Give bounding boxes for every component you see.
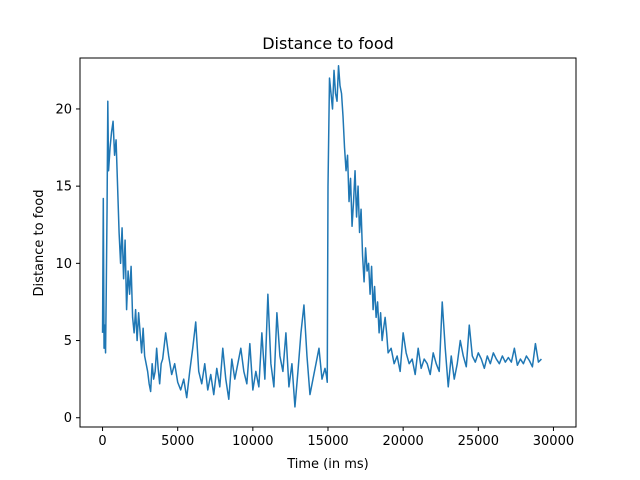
y-axis-label: Distance to food <box>32 190 47 297</box>
y-tick-label: 10 <box>55 257 72 272</box>
x-tick-label: 30000 <box>533 434 574 449</box>
y-tick-label: 0 <box>64 411 72 426</box>
y-tick-label: 5 <box>64 334 72 349</box>
chart-title: Distance to food <box>262 34 394 53</box>
y-tick-label: 20 <box>55 102 72 117</box>
x-tick-label: 20000 <box>382 434 423 449</box>
x-tick-label: 25000 <box>458 434 499 449</box>
series-group <box>101 64 542 408</box>
y-axis: 0 5 10 15 20 <box>55 102 80 426</box>
x-axis-label: Time (in ms) <box>286 457 369 472</box>
y-tick-label: 15 <box>55 180 72 195</box>
x-tick-label: 10000 <box>232 434 273 449</box>
x-tick-label: 15000 <box>307 434 348 449</box>
x-tick-label: 0 <box>98 434 106 449</box>
series-line-0 <box>101 64 542 408</box>
x-axis: 0 5000 10000 15000 20000 25000 30000 <box>98 427 574 449</box>
x-tick-label: 5000 <box>161 434 194 449</box>
